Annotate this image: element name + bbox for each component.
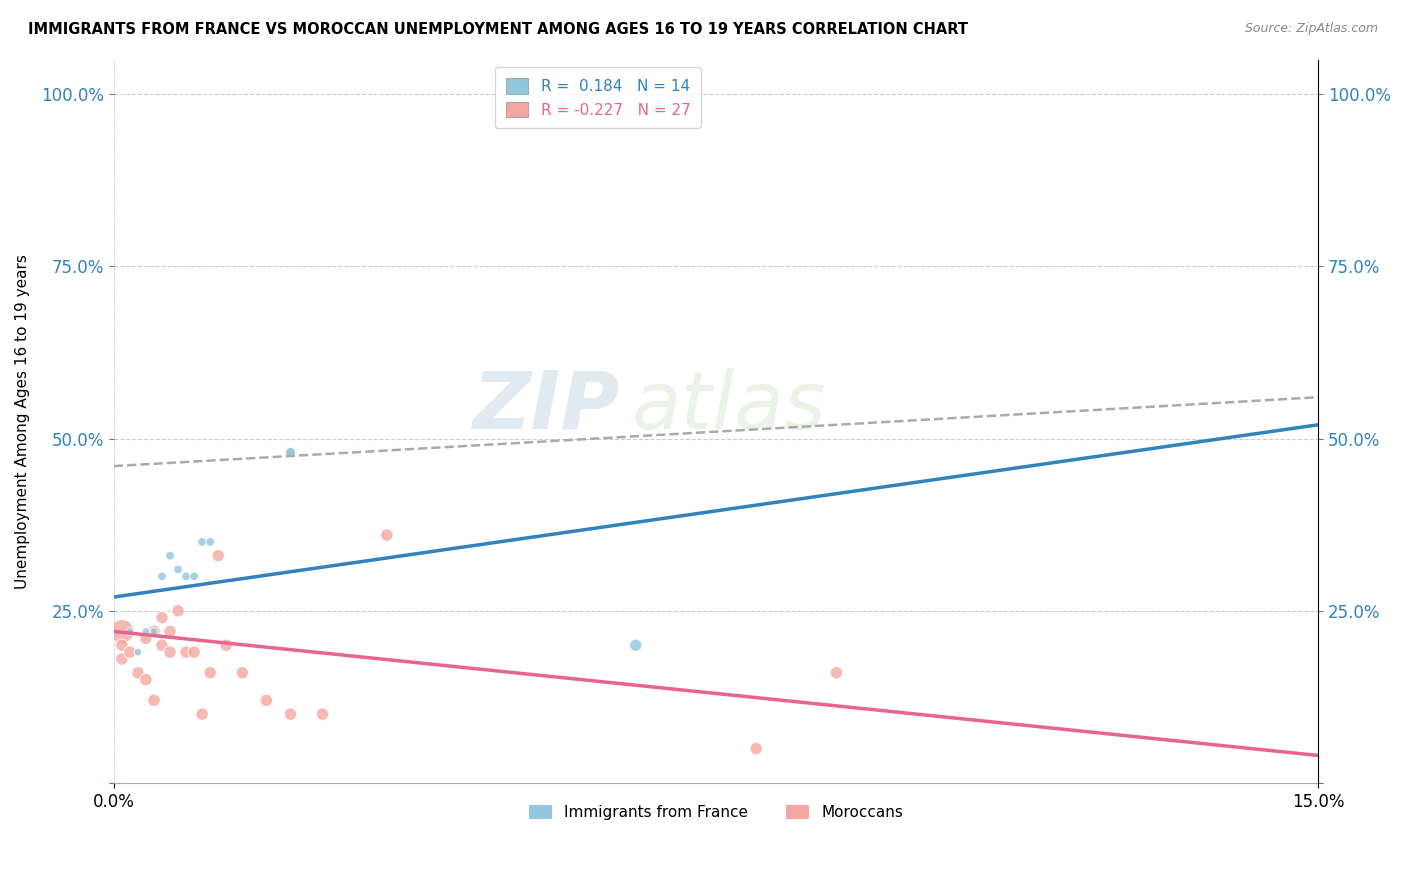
Point xyxy=(191,707,214,722)
Point xyxy=(280,445,302,459)
Point xyxy=(111,624,134,639)
Point xyxy=(191,535,214,549)
Point xyxy=(624,638,647,652)
Point xyxy=(150,638,173,652)
Text: atlas: atlas xyxy=(631,368,827,446)
Point xyxy=(143,624,166,639)
Point xyxy=(118,645,141,659)
Point xyxy=(167,562,190,576)
Point xyxy=(159,624,181,639)
Point xyxy=(183,569,205,583)
Point xyxy=(825,665,848,680)
Y-axis label: Unemployment Among Ages 16 to 19 years: Unemployment Among Ages 16 to 19 years xyxy=(15,254,30,589)
Point xyxy=(159,645,181,659)
Point xyxy=(174,645,197,659)
Text: IMMIGRANTS FROM FRANCE VS MOROCCAN UNEMPLOYMENT AMONG AGES 16 TO 19 YEARS CORREL: IMMIGRANTS FROM FRANCE VS MOROCCAN UNEMP… xyxy=(28,22,969,37)
Point xyxy=(215,638,238,652)
Point xyxy=(143,624,166,639)
Point xyxy=(254,693,277,707)
Point xyxy=(174,569,197,583)
Point xyxy=(159,549,181,563)
Point xyxy=(198,665,221,680)
Text: Source: ZipAtlas.com: Source: ZipAtlas.com xyxy=(1244,22,1378,36)
Point xyxy=(150,569,173,583)
Point xyxy=(167,604,190,618)
Point xyxy=(135,632,157,646)
Point xyxy=(111,652,134,666)
Point xyxy=(311,707,333,722)
Legend: Immigrants from France, Moroccans: Immigrants from France, Moroccans xyxy=(523,798,910,826)
Point xyxy=(207,549,229,563)
Point xyxy=(127,645,149,659)
Point xyxy=(118,624,141,639)
Point xyxy=(150,610,173,624)
Point xyxy=(143,693,166,707)
Text: ZIP: ZIP xyxy=(472,368,620,446)
Point xyxy=(135,624,157,639)
Point xyxy=(127,665,149,680)
Point xyxy=(111,638,134,652)
Point xyxy=(198,535,221,549)
Point xyxy=(745,741,768,756)
Point xyxy=(280,445,302,459)
Point xyxy=(183,645,205,659)
Point xyxy=(231,665,253,680)
Point xyxy=(280,707,302,722)
Point xyxy=(375,528,398,542)
Point xyxy=(135,673,157,687)
